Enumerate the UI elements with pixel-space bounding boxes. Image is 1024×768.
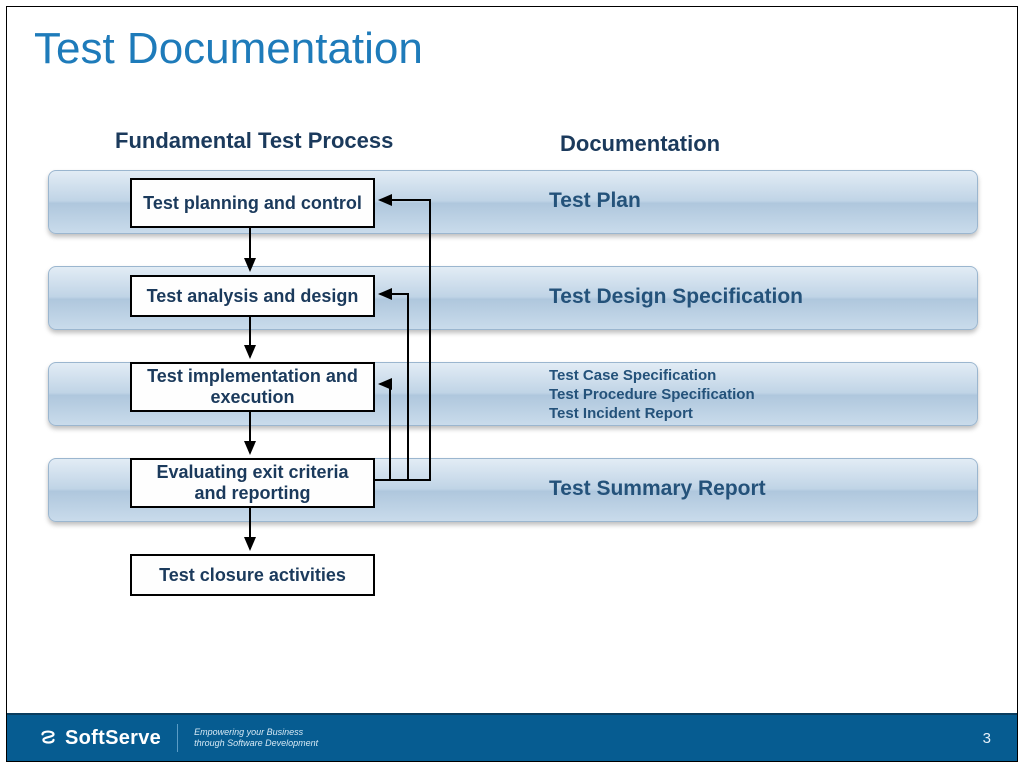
process-box-5: Test closure activities [130,554,375,596]
softserve-icon [37,727,59,749]
right-column-header: Documentation [560,131,720,157]
tagline-line1: Empowering your Business [194,727,318,738]
footer-logo-text: SoftServe [65,727,161,750]
doc-label-3-line2: Test Procedure Specification [549,386,755,405]
doc-label-3-line3: Test Incident Report [549,405,755,424]
doc-label-1: Test Plan [549,189,641,213]
slide-title: Test Documentation [34,24,423,74]
doc-label-2: Test Design Specification [549,285,803,309]
process-box-4: Evaluating exit criteria and reporting [130,458,375,508]
doc-label-3-line1: Test Case Specification [549,367,755,386]
doc-label-4: Test Summary Report [549,477,766,501]
process-box-1: Test planning and control [130,178,375,228]
footer-tagline: Empowering your Business through Softwar… [194,727,318,750]
left-column-header: Fundamental Test Process [115,128,393,154]
footer-bar: SoftServe Empowering your Business throu… [7,713,1017,761]
process-box-3: Test implementation and execution [130,362,375,412]
footer-logo: SoftServe [37,727,161,750]
process-box-2: Test analysis and design [130,275,375,317]
doc-label-3: Test Case Specification Test Procedure S… [549,367,755,423]
footer-divider [177,724,178,752]
page-number: 3 [983,730,991,747]
tagline-line2: through Software Development [194,738,318,749]
